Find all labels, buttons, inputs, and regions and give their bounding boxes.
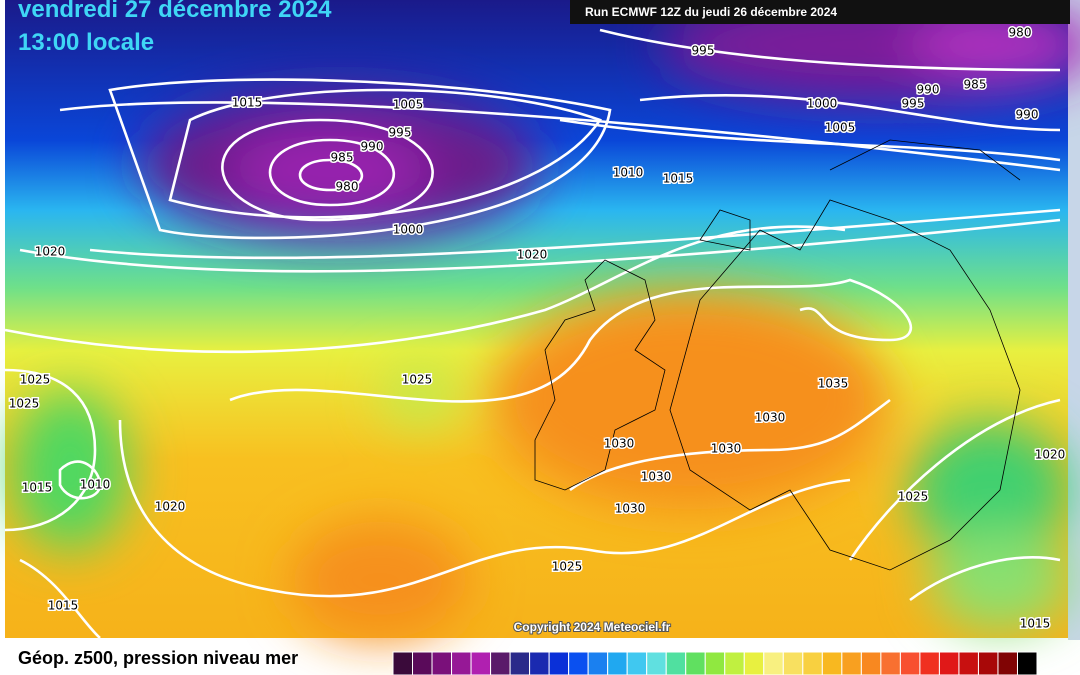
color-swatch (743, 651, 765, 675)
color-swatch (997, 651, 1018, 675)
isobar-label: 1020 (35, 245, 66, 259)
color-swatch (860, 651, 882, 675)
isobar-label: 990 (361, 140, 384, 154)
window-frame (1068, 0, 1080, 640)
color-swatch (821, 651, 843, 675)
isobar-label: 990 (1016, 108, 1039, 122)
isobar-label: 1015 (1020, 617, 1051, 631)
color-swatch (899, 651, 921, 675)
color-swatch (724, 651, 745, 675)
color-swatch (431, 651, 453, 675)
isobar-label: 980 (1009, 26, 1032, 40)
run-banner (570, 0, 1070, 24)
isobar-label: 980 (336, 180, 359, 194)
isobar-label: 1010 (80, 478, 111, 492)
color-swatch (763, 651, 784, 675)
map (4, 0, 1080, 640)
isobar-label: 1015 (232, 96, 263, 110)
isobar-label: 1035 (818, 377, 849, 391)
color-swatch (977, 651, 999, 675)
isobar-label: 1020 (155, 500, 186, 514)
isobar-label: 985 (964, 78, 987, 92)
color-swatch (919, 651, 940, 675)
color-swatch (470, 651, 492, 675)
color-scale (392, 651, 1038, 675)
isobar-label: 1010 (613, 166, 644, 180)
isobar-label: 1025 (898, 490, 929, 504)
color-swatch (392, 651, 414, 675)
isobar-label: 1005 (393, 98, 424, 112)
color-swatch (802, 651, 823, 675)
legend-title: Géop. z500, pression niveau mer (18, 648, 298, 668)
isobar-label: 1025 (20, 373, 51, 387)
isobar-label: 1030 (755, 411, 786, 425)
copyright: Copyright 2024 Meteociel.fr (514, 620, 671, 634)
color-swatch (412, 651, 433, 675)
run-info: Run ECMWF 12Z du jeudi 26 décembre 2024 (585, 5, 837, 19)
isobar-label: 1030 (604, 437, 635, 451)
color-swatch (958, 651, 979, 675)
isobar-label: 995 (389, 126, 412, 140)
color-swatch (646, 651, 667, 675)
isobar-label: 1030 (711, 442, 742, 456)
isobar-label: 1020 (517, 248, 548, 262)
isobar-label: 985 (331, 151, 354, 165)
isobar-label: 995 (902, 97, 925, 111)
color-swatch (704, 651, 726, 675)
isobar-label: 990 (917, 83, 940, 97)
color-swatch (587, 651, 609, 675)
color-swatch (841, 651, 862, 675)
forecast-date: vendredi 27 décembre 2024 (18, 0, 332, 23)
color-swatch (626, 651, 648, 675)
isobar-label: 1015 (663, 172, 694, 186)
color-swatch (509, 651, 531, 675)
isobar-label: 995 (692, 44, 715, 58)
color-swatch (529, 651, 550, 675)
color-swatch (938, 651, 960, 675)
isobar-label: 1000 (393, 223, 424, 237)
isobar-label: 1030 (641, 470, 672, 484)
isobar-label: 1000 (807, 97, 838, 111)
color-swatch (490, 651, 511, 675)
isobar-label: 1025 (9, 397, 40, 411)
color-swatch (607, 651, 628, 675)
color-swatch (880, 651, 901, 675)
color-swatch (568, 651, 589, 675)
color-swatch (665, 651, 687, 675)
color-swatch (685, 651, 706, 675)
isobar-label: 1025 (552, 560, 583, 574)
isobar-label: 1025 (402, 373, 433, 387)
color-swatch (548, 651, 570, 675)
isobar-label: 1015 (48, 599, 79, 613)
isobar-label: 1030 (615, 502, 646, 516)
forecast-time: 13:00 locale (18, 29, 154, 56)
isobar-label: 1005 (825, 121, 856, 135)
color-swatch (1016, 651, 1038, 675)
isobar-label: 1015 (22, 481, 53, 495)
color-swatch (782, 651, 804, 675)
color-swatch (451, 651, 472, 675)
isobar-label: 1020 (1035, 448, 1066, 462)
